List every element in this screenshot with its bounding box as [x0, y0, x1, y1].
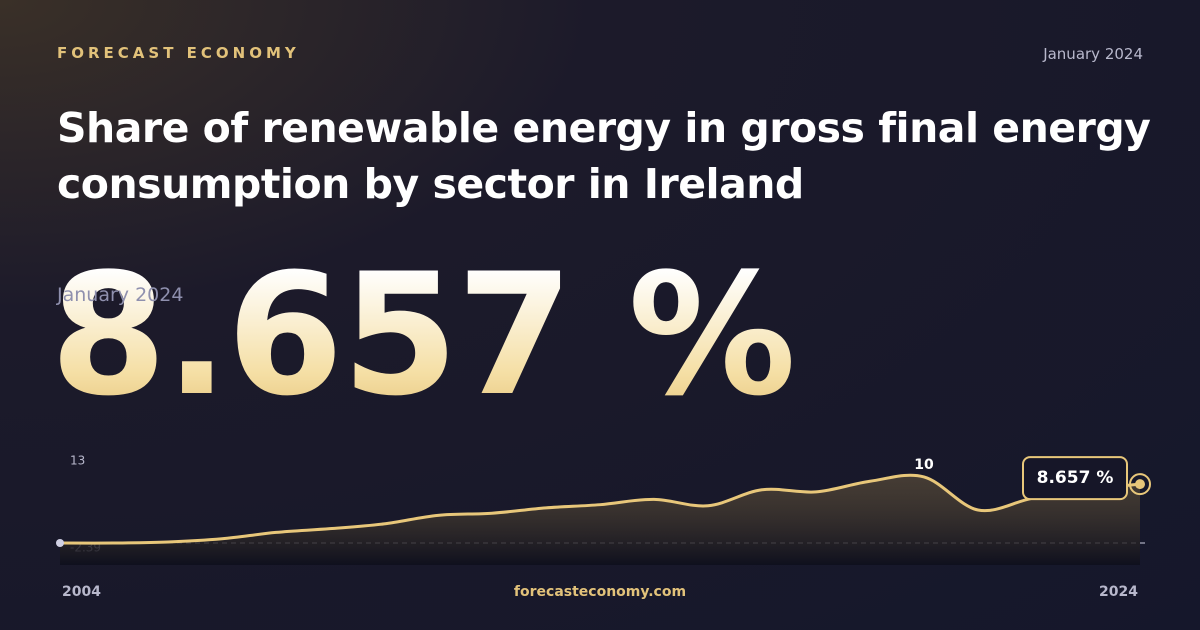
area: [60, 475, 1140, 565]
y-tick-label: 13: [70, 454, 85, 468]
footer: forecasteconomy.com: [513, 584, 687, 600]
headline-value: 8.657 %: [50, 237, 796, 433]
headline-date: January 2024: [57, 284, 184, 306]
peak-label: 10: [914, 457, 934, 473]
brand: FORECAST ECONOMY: [57, 44, 300, 62]
end-dot: [1135, 479, 1145, 490]
x-tick-label: 2004: [62, 584, 101, 600]
callout-box: [1022, 456, 1128, 501]
x-tick-label: 2024: [1099, 584, 1138, 600]
start-dot: [56, 539, 64, 547]
callout-label: 8.657 %: [1037, 468, 1114, 488]
line: [59, 473, 1141, 545]
chart-title: Share of renewable energy in gross final…: [57, 104, 1151, 208]
date: January 2024: [1043, 45, 1143, 63]
end-marker: [1129, 473, 1151, 496]
